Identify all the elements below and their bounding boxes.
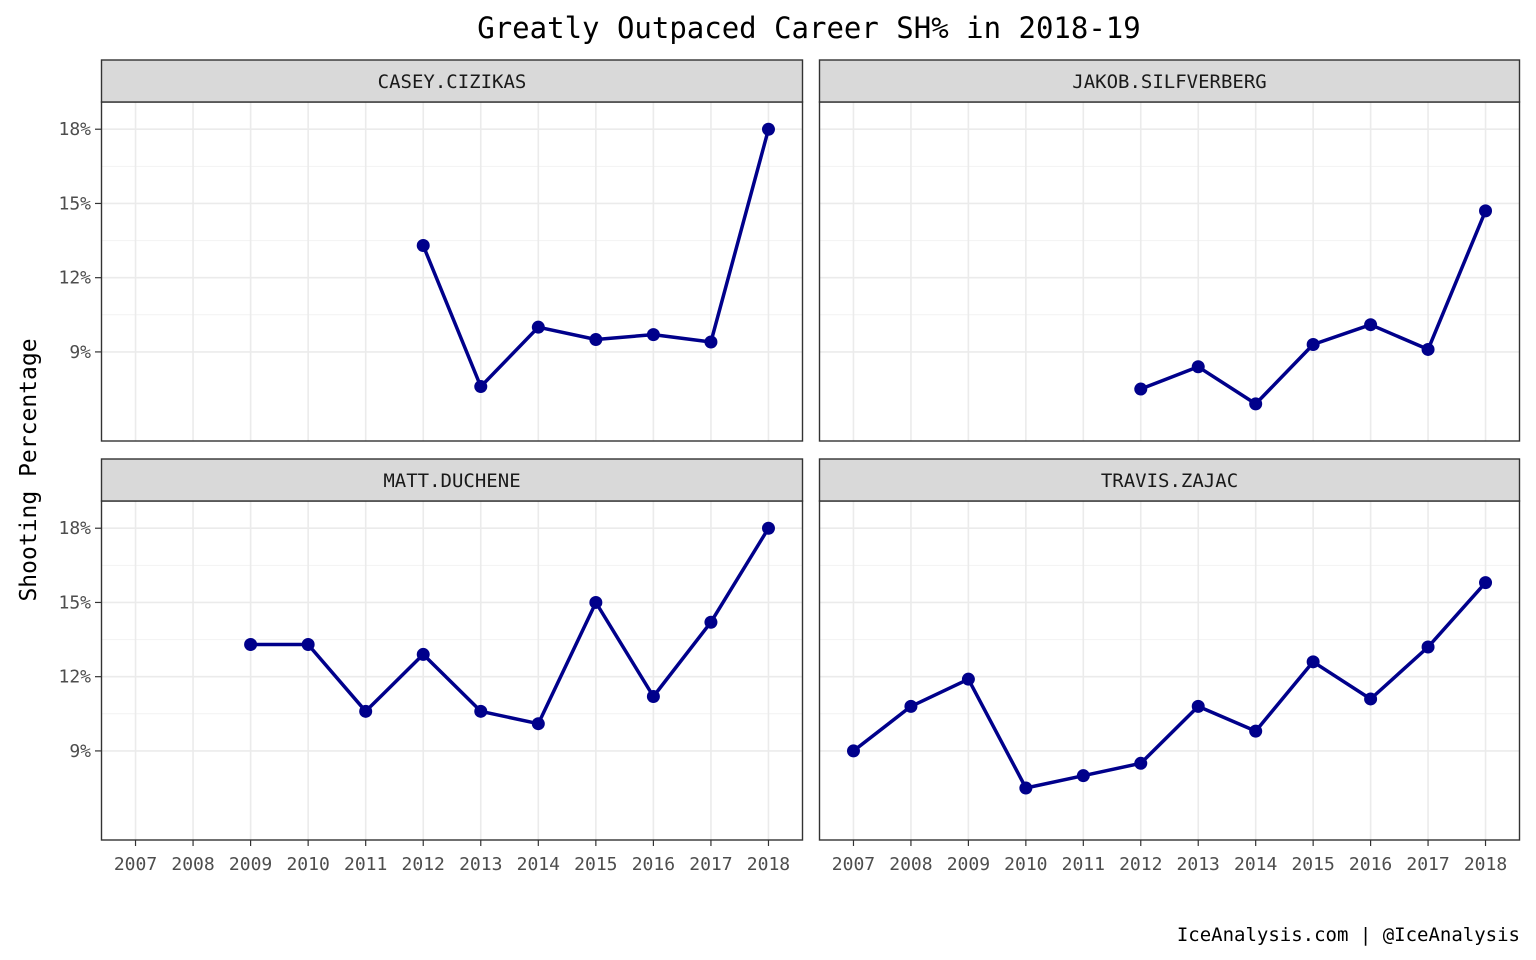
data-point [1191,699,1205,713]
facet-panel: CASEY.CIZIKAS 9% 12% 15% 18% [58,59,804,442]
x-tick-label: 2012 [1119,854,1162,875]
data-point [1479,576,1493,590]
data-point [1191,360,1205,374]
x-tick-label: 2015 [574,854,617,875]
x-tick-label: 2009 [229,854,272,875]
x-tick-label: 2011 [344,854,387,875]
data-point [646,328,660,342]
y-tick-label: 9% [69,342,91,363]
data-point [761,122,775,136]
x-tick-label: 2013 [1177,854,1220,875]
x-tick-label: 2017 [1406,854,1449,875]
facet-strip [100,59,804,103]
data-point [1421,342,1435,356]
data-point [474,380,488,394]
data-point [846,744,860,758]
data-point [474,704,488,718]
facet-strip [818,59,1521,103]
data-point [1134,756,1148,770]
data-point [704,335,718,349]
data-point [1306,655,1320,669]
y-tick-label: 12% [58,268,91,289]
x-tick-label: 2011 [1062,854,1105,875]
data-point [301,638,315,652]
data-point [704,615,718,629]
data-point [1249,724,1263,738]
data-point [904,699,918,713]
x-tick-label: 2018 [747,854,790,875]
data-point [416,239,430,253]
x-tick-label: 2017 [689,854,732,875]
x-tick-label: 2010 [1004,854,1047,875]
data-point [961,672,975,686]
panel-background [101,501,803,840]
data-point [359,704,373,718]
x-tick-label: 2018 [1464,854,1507,875]
data-point [1249,397,1263,411]
facet-strip [100,458,804,502]
y-tick-label: 18% [58,119,91,140]
x-tick-label: 2015 [1291,854,1334,875]
panel-background [101,102,803,441]
facet-strip-label: JAKOB.SILFVERBERG [1072,71,1266,93]
data-point [1364,318,1378,332]
data-point [244,638,258,652]
y-tick-label: 15% [58,592,91,613]
series-line [852,581,1487,790]
x-tick-label: 2016 [632,854,675,875]
data-point [589,333,603,347]
chart-title: Greatly Outpaced Career SH% in 2018-19 [477,11,1140,45]
data-point [1134,382,1148,396]
data-point [646,689,660,703]
y-tick-label: 12% [58,667,91,688]
facet-panel: JAKOB.SILFVERBERG [818,59,1521,442]
x-tick-label: 2016 [1349,854,1392,875]
y-axis-label: Shooting Percentage [16,338,42,601]
facet-panel: MATT.DUCHENE 9% 12% 15% 18% 2007 2008 2009 2010 2… [58,458,804,875]
facet-strip [818,458,1521,502]
y-tick-label: 18% [58,518,91,539]
x-tick-label: 2014 [1234,854,1277,875]
data-point [1479,204,1493,218]
data-point [1306,337,1320,351]
x-tick-label: 2010 [286,854,329,875]
x-tick-label: 2014 [517,854,560,875]
data-point [1076,769,1090,783]
data-point [589,595,603,609]
facet-strip-label: MATT.DUCHENE [383,470,520,492]
data-point [1364,692,1378,706]
x-tick-label: 2008 [171,854,214,875]
facet-strip-label: CASEY.CIZIKAS [378,71,527,93]
data-point [531,320,545,334]
y-tick-label: 9% [69,741,91,762]
panel-background [819,501,1520,840]
data-point [1019,781,1033,795]
x-tick-label: 2013 [459,854,502,875]
data-point [416,647,430,661]
x-tick-label: 2009 [947,854,990,875]
x-tick-label: 2007 [832,854,875,875]
data-point [761,521,775,535]
chart-caption: IceAnalysis.com | @IceAnalysis [1177,924,1520,946]
facet-strip-label: TRAVIS.ZAJAC [1101,470,1238,492]
panel-background [819,102,1520,441]
facet-panel: TRAVIS.ZAJAC 2007 2008 2009 2010 2011 2012 2013… [818,458,1521,875]
series-line [250,527,770,726]
data-point [531,717,545,731]
y-tick-label: 15% [58,193,91,214]
x-tick-label: 2012 [402,854,445,875]
x-tick-label: 2008 [889,854,932,875]
x-tick-label: 2007 [114,854,157,875]
data-point [1421,640,1435,654]
